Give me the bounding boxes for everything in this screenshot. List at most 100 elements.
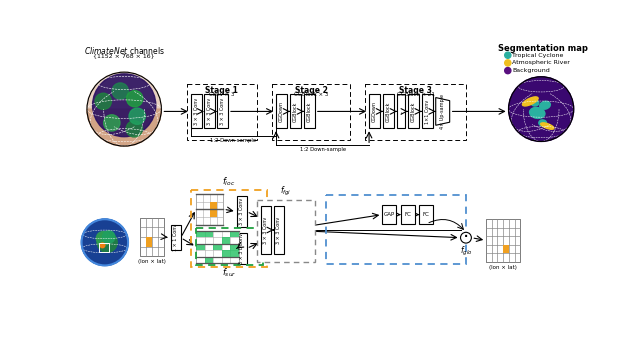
Text: (lon × lat): (lon × lat)	[138, 259, 166, 264]
Text: Background: Background	[513, 68, 550, 73]
FancyBboxPatch shape	[422, 94, 433, 128]
Text: 1:2 Down-sample: 1:2 Down-sample	[300, 147, 346, 152]
FancyBboxPatch shape	[304, 94, 315, 128]
FancyBboxPatch shape	[369, 94, 380, 128]
Circle shape	[505, 67, 511, 74]
FancyBboxPatch shape	[230, 250, 239, 257]
Ellipse shape	[531, 100, 539, 106]
Text: Conv × 3: Conv × 3	[209, 92, 235, 97]
Ellipse shape	[541, 123, 554, 129]
FancyBboxPatch shape	[204, 94, 215, 128]
Text: CGBlock: CGBlock	[411, 101, 416, 121]
FancyBboxPatch shape	[408, 94, 419, 128]
FancyBboxPatch shape	[290, 94, 301, 128]
Text: (lon × lat): (lon × lat)	[489, 265, 517, 270]
FancyBboxPatch shape	[140, 218, 164, 256]
Circle shape	[129, 108, 145, 124]
Text: $f_{loc}$: $f_{loc}$	[222, 176, 236, 188]
Text: ...: ...	[398, 109, 403, 114]
FancyBboxPatch shape	[191, 94, 202, 128]
FancyBboxPatch shape	[196, 231, 205, 237]
Circle shape	[112, 83, 129, 99]
Ellipse shape	[539, 120, 547, 126]
Circle shape	[95, 93, 111, 110]
Text: 3 × 3 Conv: 3 × 3 Conv	[207, 98, 212, 125]
Text: 3 × 3 Conv: 3 × 3 Conv	[194, 98, 199, 125]
FancyBboxPatch shape	[147, 237, 152, 246]
Circle shape	[461, 232, 472, 243]
FancyBboxPatch shape	[382, 205, 396, 224]
Text: 1 × 1 Conv: 1 × 1 Conv	[173, 224, 178, 251]
FancyBboxPatch shape	[397, 94, 404, 128]
FancyBboxPatch shape	[222, 237, 230, 244]
Text: $f_{glo}$: $f_{glo}$	[460, 245, 472, 258]
FancyBboxPatch shape	[260, 206, 271, 254]
Text: CGBlock × 21: CGBlock × 21	[397, 92, 435, 97]
FancyBboxPatch shape	[196, 231, 239, 263]
Text: 3 × 3 Conv: 3 × 3 Conv	[276, 216, 282, 244]
FancyBboxPatch shape	[213, 244, 222, 250]
FancyBboxPatch shape	[222, 250, 230, 257]
Text: Stage 1: Stage 1	[205, 86, 238, 95]
Text: 1×1 Conv: 1×1 Conv	[425, 99, 429, 124]
FancyBboxPatch shape	[257, 200, 315, 261]
FancyBboxPatch shape	[196, 244, 205, 250]
Text: Stage 3: Stage 3	[399, 86, 432, 95]
FancyBboxPatch shape	[171, 225, 180, 250]
Circle shape	[505, 52, 511, 58]
FancyBboxPatch shape	[205, 231, 213, 237]
Text: Atmospheric River: Atmospheric River	[513, 60, 570, 65]
FancyBboxPatch shape	[383, 94, 394, 128]
Text: Stage 2: Stage 2	[294, 86, 328, 95]
Text: CGBlock: CGBlock	[386, 101, 391, 121]
Text: 1:2 Down-sample: 1:2 Down-sample	[211, 138, 257, 143]
Circle shape	[102, 231, 115, 243]
Text: CGBlock: CGBlock	[293, 101, 298, 121]
Text: ·: ·	[463, 228, 469, 247]
Circle shape	[100, 243, 105, 248]
Circle shape	[81, 219, 128, 265]
Circle shape	[127, 91, 143, 107]
Ellipse shape	[529, 107, 545, 118]
Text: CGBlock × 3: CGBlock × 3	[294, 92, 328, 97]
FancyBboxPatch shape	[205, 257, 213, 263]
Circle shape	[81, 219, 128, 265]
Text: CGDown: CGDown	[279, 101, 284, 122]
Circle shape	[87, 72, 161, 146]
Text: Tropical Cyclone: Tropical Cyclone	[513, 53, 564, 58]
Text: 3 × 3 Conv: 3 × 3 Conv	[263, 216, 268, 244]
Text: 3 × 3 Conv: 3 × 3 Conv	[220, 98, 225, 125]
Text: {1152 × 768 × 16}: {1152 × 768 × 16}	[93, 53, 155, 58]
FancyBboxPatch shape	[230, 231, 239, 237]
Text: CGBlock: CGBlock	[307, 101, 312, 121]
Text: 4× Up-sample: 4× Up-sample	[440, 94, 445, 129]
Ellipse shape	[522, 97, 538, 106]
FancyBboxPatch shape	[401, 205, 415, 224]
Ellipse shape	[540, 101, 550, 109]
FancyBboxPatch shape	[230, 244, 239, 250]
FancyBboxPatch shape	[217, 94, 228, 128]
Circle shape	[97, 232, 117, 252]
FancyBboxPatch shape	[237, 233, 246, 264]
Circle shape	[104, 115, 120, 131]
FancyBboxPatch shape	[187, 85, 257, 140]
FancyBboxPatch shape	[486, 219, 520, 261]
Text: $\it{ClimateNet}$ channels: $\it{ClimateNet}$ channels	[84, 45, 164, 56]
Wedge shape	[87, 109, 161, 146]
Text: 3 × 3 DConv: 3 × 3 DConv	[239, 233, 244, 264]
Text: $f_{sur}$: $f_{sur}$	[222, 267, 237, 279]
Text: FC: FC	[423, 212, 430, 217]
FancyBboxPatch shape	[274, 206, 284, 254]
FancyBboxPatch shape	[365, 85, 466, 140]
Circle shape	[93, 74, 156, 137]
FancyBboxPatch shape	[196, 194, 223, 225]
Text: CGDown: CGDown	[372, 101, 377, 122]
FancyBboxPatch shape	[210, 201, 216, 217]
Text: FC: FC	[404, 212, 412, 217]
FancyBboxPatch shape	[503, 245, 509, 253]
Text: $f_{fgi}$: $f_{fgi}$	[280, 185, 291, 198]
FancyBboxPatch shape	[276, 94, 287, 128]
FancyBboxPatch shape	[237, 196, 246, 227]
Text: 3 × 3 Conv: 3 × 3 Conv	[239, 198, 244, 225]
Circle shape	[505, 60, 511, 66]
